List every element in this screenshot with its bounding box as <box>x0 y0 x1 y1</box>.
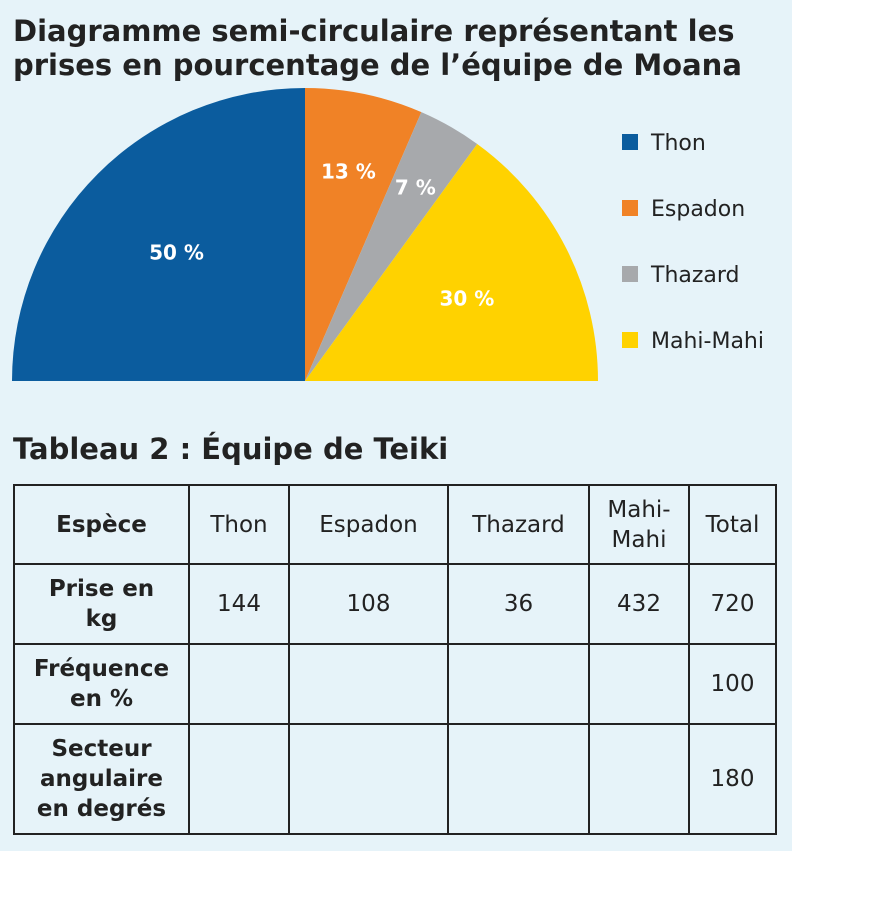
legend-swatch-thon <box>622 134 638 150</box>
table-cell-empty <box>188 643 290 725</box>
column-header-espadon: Espadon <box>288 484 449 565</box>
legend-swatch-thazard <box>622 266 638 282</box>
legend-label-espadon: Espadon <box>651 197 745 222</box>
table-cell: 144 <box>188 563 290 645</box>
column-header-mahi-mahi: Mahi- Mahi <box>588 484 690 565</box>
semi-circle-chart: 50 % 13 % 7 % 30 % Thon Espadon Thazard Mahi-M… <box>12 88 764 381</box>
table-cell: 36 <box>447 563 590 645</box>
table-cell: 108 <box>288 563 449 645</box>
legend-label-thazard: Thazard <box>650 263 740 288</box>
table-header-row: Espèce Thon Espadon Thazard Mahi- Mahi To… <box>13 484 777 565</box>
row-label-frequence: Fréquence en % <box>13 643 190 725</box>
legend-label-thon: Thon <box>650 131 706 156</box>
table-cell-empty <box>288 723 449 835</box>
legend-swatch-espadon <box>622 200 638 216</box>
slice-espadon <box>305 88 422 381</box>
table-row-prise: Prise en kg 144 108 36 432 720 <box>13 563 777 645</box>
table-cell-total: 100 <box>688 643 777 725</box>
column-header-thon: Thon <box>188 484 290 565</box>
slice-thazard <box>305 112 478 381</box>
table-cell-empty <box>447 643 590 725</box>
table-cell-empty <box>447 723 590 835</box>
table-title: Tableau 2 : Équipe de Teiki <box>13 432 449 466</box>
row-label-secteur: Secteur angulaire en degrés <box>13 723 190 835</box>
table-row-frequence: Fréquence en % 100 <box>13 643 777 725</box>
slice-thon <box>12 88 305 381</box>
table-cell-empty <box>188 723 290 835</box>
table-cell-empty <box>588 643 690 725</box>
column-header-total: Total <box>688 484 777 565</box>
column-header-thazard: Thazard <box>447 484 590 565</box>
table-cell-empty <box>288 643 449 725</box>
slice-mahi-mahi <box>305 143 598 381</box>
legend-label-mahi-mahi: Mahi-Mahi <box>651 329 764 354</box>
table-cell-total: 180 <box>688 723 777 835</box>
slice-labels-layer: 50 % 13 % 7 % 30 % <box>149 160 494 311</box>
slice-label-thon: 50 % <box>149 241 204 265</box>
slice-label-mahi-mahi: 30 % <box>439 287 494 311</box>
table-cell: 432 <box>588 563 690 645</box>
chart-title: Diagramme semi-circulaire représentant l… <box>13 14 742 82</box>
header-label-cell: Espèce <box>13 484 190 565</box>
slices-layer <box>12 88 598 381</box>
table-row-secteur: Secteur angulaire en degrés 180 <box>13 723 777 835</box>
row-label-prise: Prise en kg <box>13 563 190 645</box>
slice-label-espadon: 13 % <box>321 160 376 184</box>
legend-swatch-mahi-mahi <box>622 332 638 348</box>
table-cell-total: 720 <box>688 563 777 645</box>
data-table: Espèce Thon Espadon Thazard Mahi- Mahi To… <box>13 484 777 835</box>
table-cell-empty <box>588 723 690 835</box>
legend: Thon Espadon Thazard Mahi-Mahi <box>622 131 764 354</box>
slice-label-thazard: 7 % <box>395 176 436 200</box>
figure-panel: Diagramme semi-circulaire représentant l… <box>0 0 792 851</box>
